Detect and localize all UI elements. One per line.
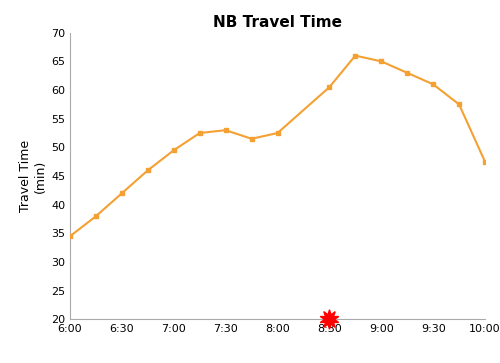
Y-axis label: Travel Time
(min): Travel Time (min) bbox=[19, 140, 47, 212]
Title: NB Travel Time: NB Travel Time bbox=[213, 15, 342, 30]
